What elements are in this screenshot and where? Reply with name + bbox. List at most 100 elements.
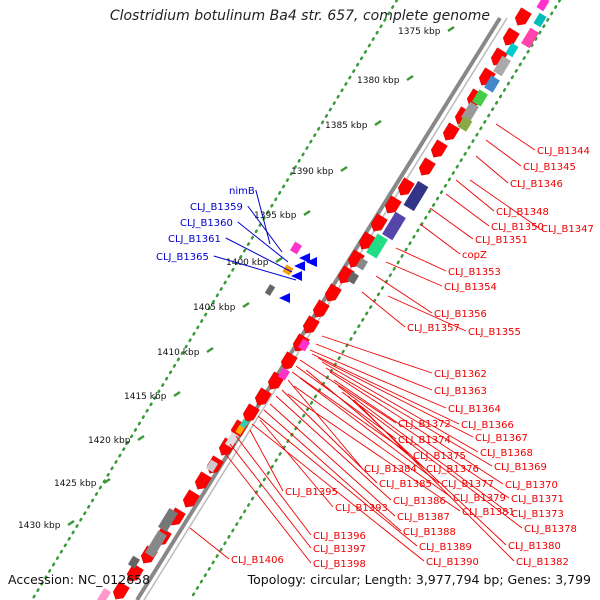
forward-leader-line [287,379,363,469]
forward-gene-arrow [397,177,415,196]
forward-gene-arrow [254,387,272,406]
forward-leader-line [445,193,490,227]
reverse-gene-label: nimB [229,186,255,197]
forward-gene-label: CLJ_B1356 [434,309,487,320]
reverse-gene-arrow [306,257,317,267]
forward-leader-line [309,349,447,409]
feature-block [355,257,369,271]
forward-gene-label: CLJ_B1393 [335,503,388,514]
forward-gene-arrow [182,489,200,508]
forward-gene-label: CLJ_B1347 [541,224,594,235]
forward-leader-line [475,155,509,184]
forward-leader-line [263,409,402,532]
forward-leader-line [375,275,433,314]
forward-gene-label: CLJ_B1372 [398,419,451,430]
forward-leader-line [419,223,461,255]
forward-leader-line [311,353,460,425]
reverse-gene-label: CLJ_B1359 [190,202,243,213]
forward-gene-label: CLJ_B1357 [407,323,460,334]
tick-label: 1380 kbp [357,76,400,86]
forward-leader-line [235,435,312,536]
forward-gene-label: CLJ_B1379 [453,493,506,504]
feature-block [382,211,406,241]
forward-leader-line [325,367,493,467]
forward-gene-arrow [442,122,460,141]
tick-mark [406,74,414,82]
feature-block [472,89,488,107]
tick-mark [303,209,311,217]
feature-block [96,587,112,600]
reverse-gene-arrow [294,261,305,271]
forward-gene-arrow [502,27,520,46]
feature-block [461,101,479,123]
forward-leader-line [361,291,406,328]
reverse-leader-line [237,221,289,263]
forward-leader-line [251,423,425,562]
forward-leader-line [321,361,479,453]
reverse-leader-line [213,255,297,281]
forward-leader-line [485,139,522,167]
feature-block [346,271,360,285]
reverse-gene-arrow [299,253,310,263]
reverse-leader-line [225,237,293,273]
forward-gene-arrow [337,265,355,284]
forward-gene-label: CLJ_B1386 [393,496,446,507]
reverse-feature-block [264,284,276,296]
forward-gene-label: CLJ_B1344 [537,146,590,157]
tick-mark [374,119,382,127]
forward-gene-arrow [324,283,342,302]
tick-mark [67,519,75,527]
reverse-feature-block [289,241,303,255]
forward-gene-label: CLJ_B1364 [448,404,501,415]
forward-leader-line [387,295,467,332]
feature-block [505,42,519,58]
forward-gene-label: CLJ_B1373 [511,509,564,520]
forward-gene-label: CLJ_B1350 [491,222,544,233]
forward-leader-line [353,399,515,562]
forward-gene-label: CLJ_B1375 [413,451,466,462]
forward-gene-label: CLJ_B1376 [426,464,479,475]
tick-mark [447,25,455,33]
forward-leader-line [321,335,433,374]
forward-leader-line [287,393,461,512]
tick-mark [275,256,283,264]
forward-gene-label: CLJ_B1395 [285,487,338,498]
forward-gene-arrow [280,351,298,370]
forward-leader-line [257,415,418,547]
feature-block [484,75,500,93]
genome-title: Clostridium botulinum Ba4 str. 657, comp… [109,8,490,24]
tick-label: 1420 kbp [88,436,131,446]
forward-gene-label: copZ [462,250,487,261]
tick-label: 1385 kbp [325,121,368,131]
feature-block [521,27,539,49]
forward-gene-label: CLJ_B1368 [480,448,533,459]
forward-gene-label: CLJ_B1351 [475,235,528,246]
forward-gene-arrow [312,299,330,318]
feature-block [403,180,429,212]
forward-leader-line [299,359,397,424]
forward-gene-label: CLJ_B1377 [441,479,494,490]
forward-gene-label: CLJ_B1355 [468,327,521,338]
forward-gene-label: CLJ_B1370 [505,480,558,491]
forward-leader-line [249,429,284,492]
tick-label: 1415 kbp [124,392,167,402]
forward-gene-label: CLJ_B1387 [397,512,450,523]
forward-gene-label: CLJ_B1388 [403,527,456,538]
inner-dotted-line [188,0,562,600]
feature-block [158,508,178,532]
tick-label: 1410 kbp [157,348,200,358]
forward-gene-arrow [514,7,532,26]
forward-gene-label: CLJ_B1366 [461,420,514,431]
forward-gene-label: CLJ_B1354 [444,282,497,293]
tick-label: 1430 kbp [18,521,61,531]
feature-block [536,0,550,12]
forward-leader-line [315,343,433,391]
forward-leader-line [259,419,334,508]
forward-gene-label: CLJ_B1348 [496,207,549,218]
forward-leader-line [317,357,474,438]
forward-gene-label: CLJ_B1384 [364,464,417,475]
forward-gene-label: CLJ_B1380 [508,541,561,552]
forward-gene-label: CLJ_B1345 [523,162,576,173]
